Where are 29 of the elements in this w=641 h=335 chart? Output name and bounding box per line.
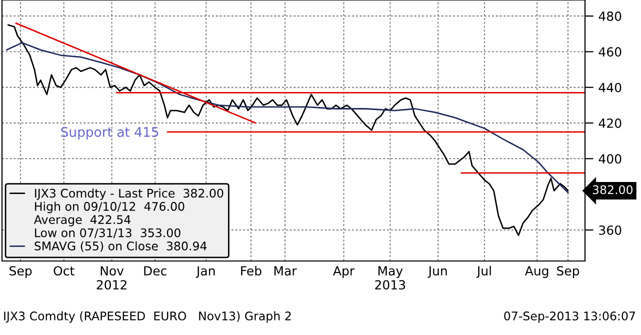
- text: 07-Sep-2013 13:06:07: [504, 311, 635, 323]
- x-tick-label: Feb: [241, 266, 262, 276]
- x-tick-label: Jul: [476, 266, 491, 278]
- annotation: 382.00: [592, 185, 633, 194]
- y-tick-label: 460: [598, 47, 622, 57]
- x-tick-label: Sep: [10, 266, 32, 278]
- x-tick-label: Jun: [428, 266, 447, 278]
- y-tick-label: 480: [598, 12, 622, 21]
- annotation: High on 09/10/12 476.00: [35, 202, 184, 214]
- x-tick-label: Dec: [144, 266, 166, 276]
- x-tick-label: Sep: [557, 266, 580, 278]
- legend-label: SMAVG (55) on Close 380.94: [34, 241, 207, 252]
- x-tick-label: Oct: [54, 266, 74, 276]
- annotation: Low on 07/31/13 353.00: [35, 228, 180, 238]
- legend-label: IJX3 Comdty - Last Price 382.00: [35, 188, 224, 200]
- x-tick-label: Mar: [274, 266, 297, 276]
- x-tick-label: Aug: [524, 266, 548, 278]
- x-tick-label: Apr: [333, 266, 355, 278]
- x-tick-label: May 2013: [375, 266, 406, 290]
- annotation: Support at 415: [61, 126, 158, 140]
- y-tick-label: 420: [598, 118, 622, 128]
- y-tick-label: 400: [598, 154, 622, 164]
- y-tick-label: 360: [599, 225, 622, 235]
- annotation: Average 422.54: [34, 215, 131, 226]
- x-tick-label: Jan: [196, 266, 215, 278]
- line-series: [7, 24, 569, 236]
- y-tick-label: 440: [598, 82, 622, 92]
- text: IJX3 Comdty (RAPESEED EURO Nov13) Graph 2: [4, 311, 291, 323]
- x-tick-label: Nov 2012: [96, 266, 126, 290]
